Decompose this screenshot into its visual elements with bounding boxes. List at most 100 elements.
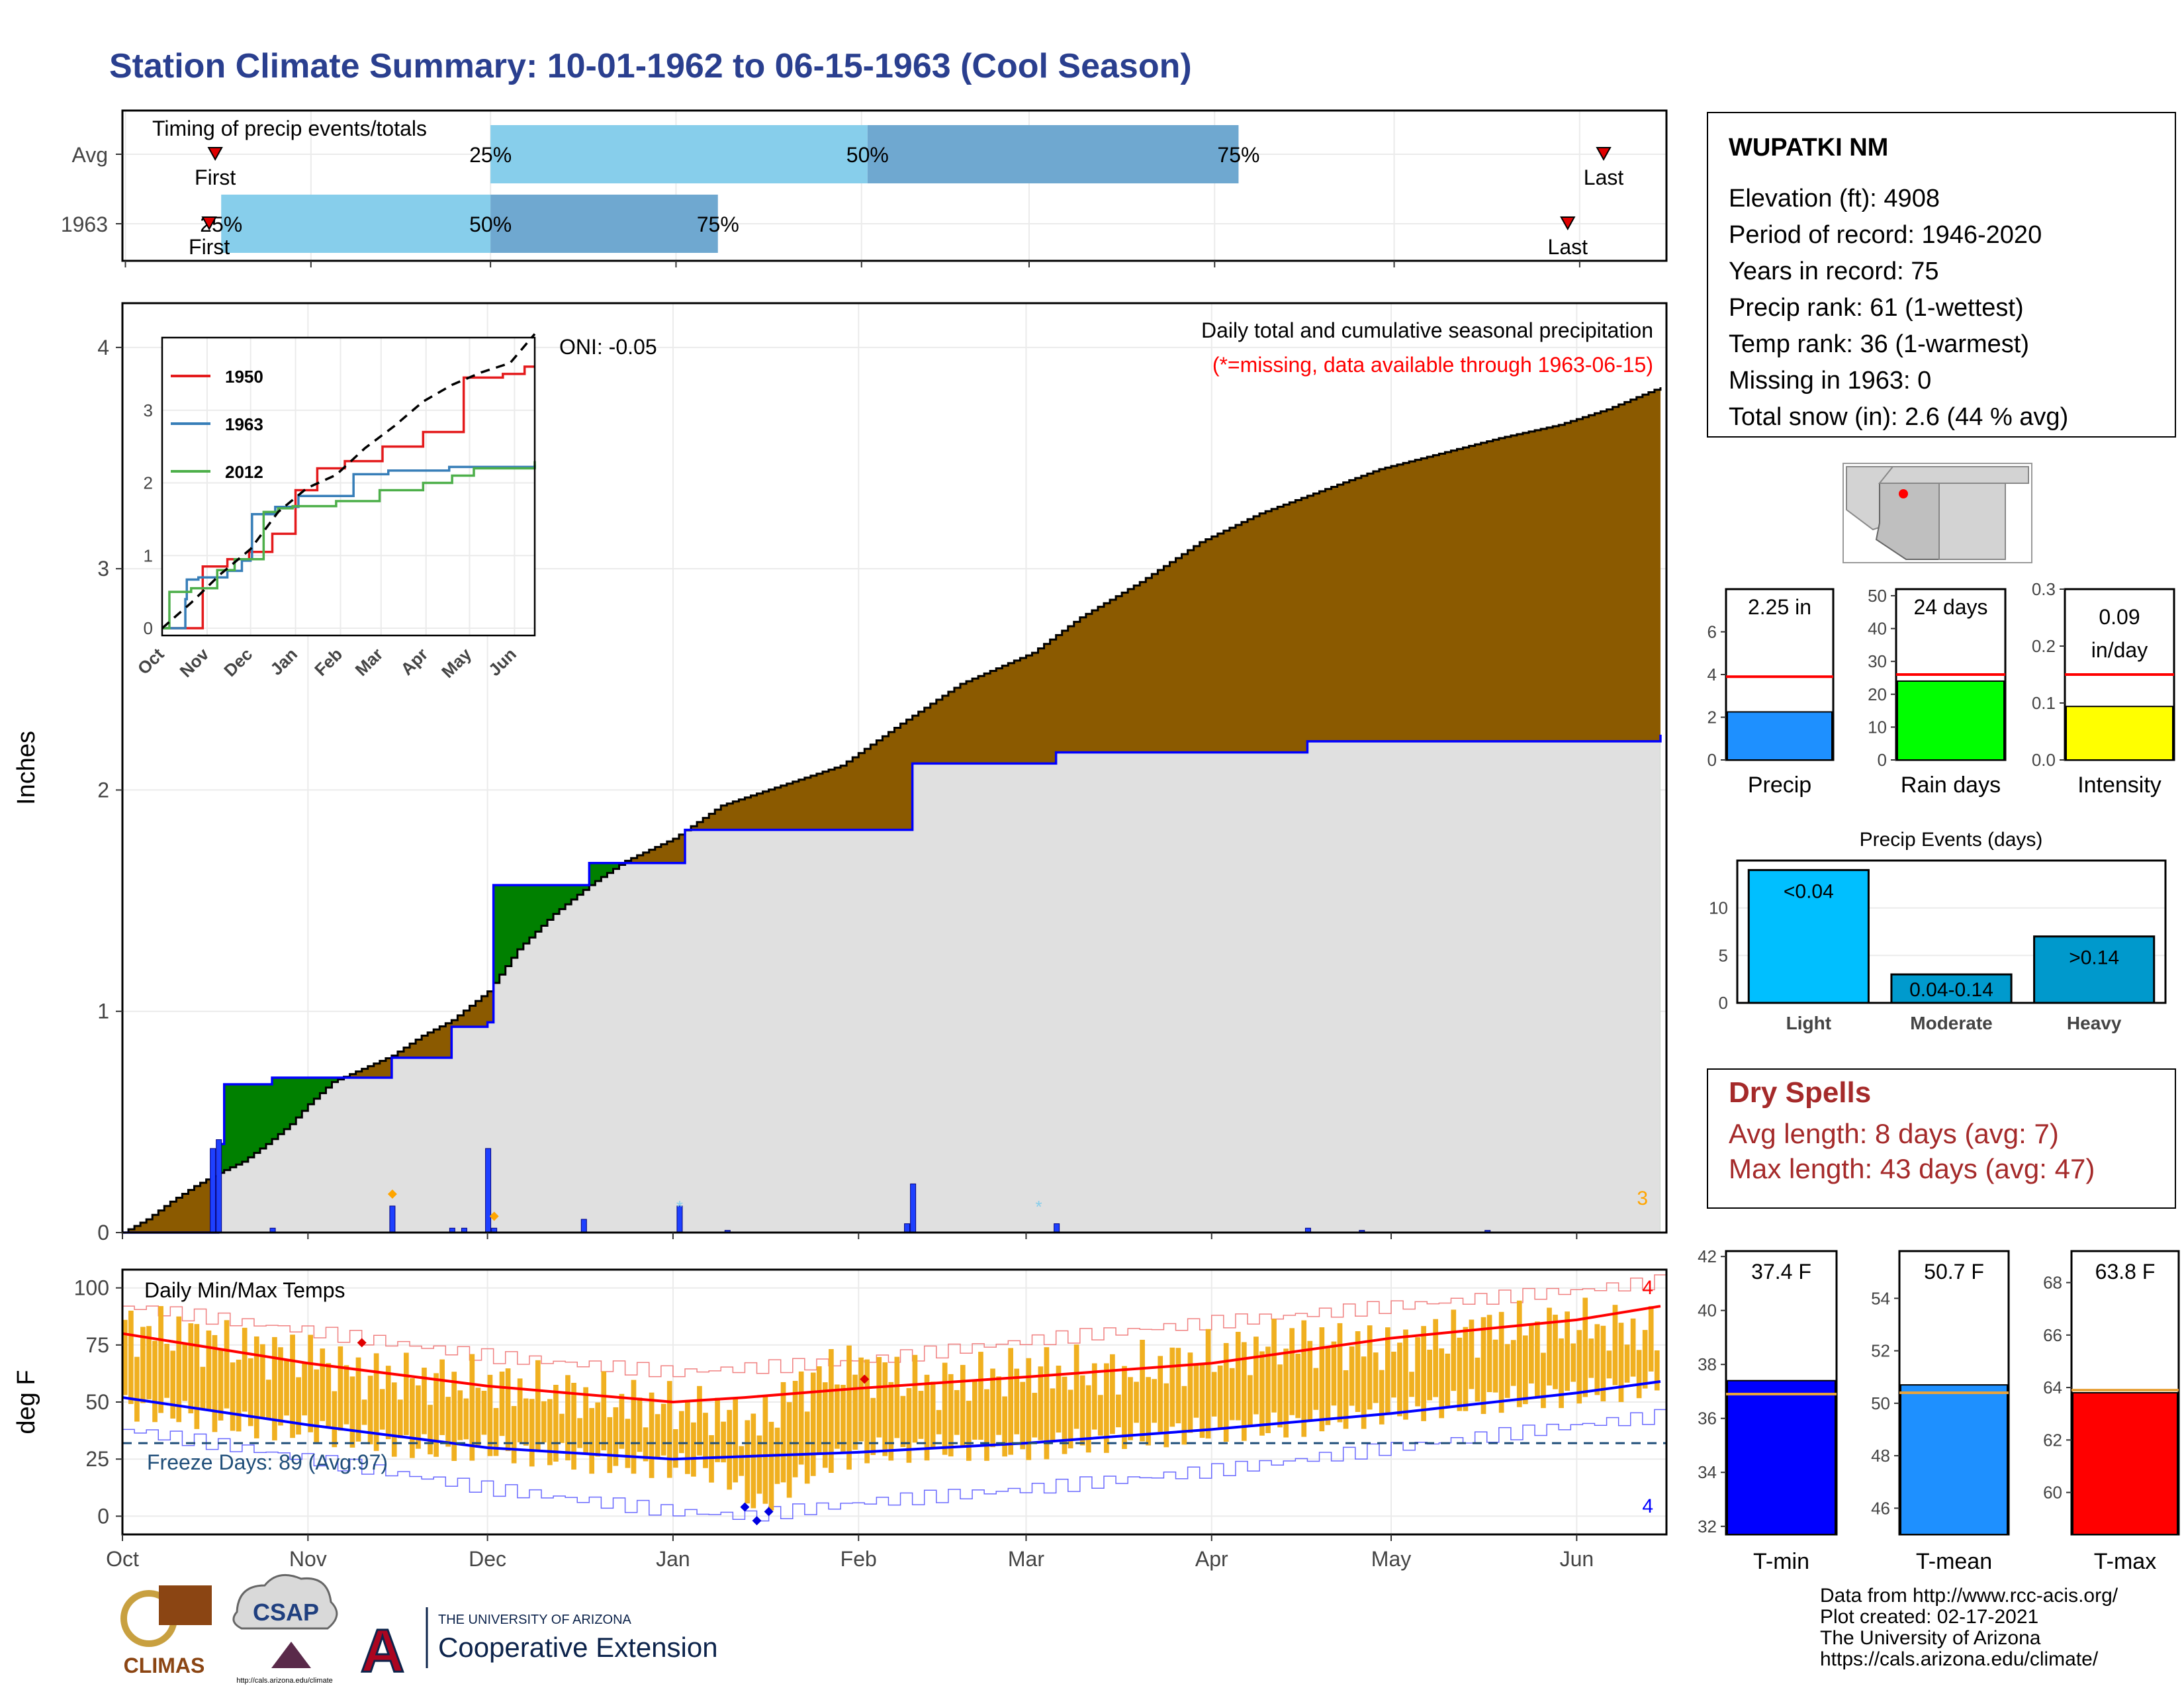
temp-daily-bar (367, 1376, 373, 1444)
temp-daily-bar (200, 1366, 206, 1410)
temp-daily-bar (691, 1422, 696, 1477)
temp-daily-bar (1559, 1338, 1564, 1409)
temp-daily-bar (296, 1377, 301, 1435)
temp-daily-bar (314, 1369, 320, 1442)
logos: CLIMAS CSAP http://cals.arizona.edu/climat… (120, 1573, 718, 1686)
events-title: Precip Events (days) (1860, 829, 2043, 851)
events-bar (1747, 868, 1870, 1004)
temp-title: Daily Min/Max Temps (144, 1278, 345, 1302)
temp-summary-value: 37.4 F (1751, 1260, 1811, 1284)
temp-daily-bar (1475, 1357, 1480, 1402)
temp-daily-bar (1469, 1319, 1475, 1389)
station-name: WUPATKI NM (1729, 134, 1888, 162)
temp-daily-bar (978, 1352, 983, 1440)
timing-bar-25-50 (221, 195, 491, 253)
temp-summary-ytick-label: 32 (1698, 1517, 1717, 1536)
temp-daily-bar (804, 1411, 810, 1484)
temp-daily-bar (864, 1359, 870, 1464)
temp-daily-bar (1044, 1347, 1050, 1460)
precip-daily-bar (389, 1205, 396, 1233)
temp-daily-bar (1211, 1372, 1217, 1417)
temp-daily-bar (332, 1391, 338, 1448)
temp-daily-bar (391, 1382, 397, 1457)
precip-daily-bar (904, 1223, 911, 1233)
temp-daily-bar (559, 1413, 565, 1443)
temp-daily-bar (487, 1374, 493, 1456)
precip-record-diamond (489, 1211, 499, 1221)
temp-daily-bar (1146, 1377, 1151, 1446)
temp-daily-bar (697, 1385, 702, 1456)
precip-ytick-label: 2 (97, 778, 109, 802)
temp-daily-bar (1235, 1331, 1241, 1421)
temp-daily-bar (1158, 1356, 1163, 1432)
ua-logo-letter: A (361, 1617, 404, 1685)
temp-daily-bar (481, 1391, 487, 1435)
temp-daily-bar (666, 1381, 672, 1478)
temp-summary-ytick-label: 60 (2043, 1483, 2062, 1503)
temp-daily-bar (739, 1446, 745, 1476)
precip-panel-border (121, 302, 1668, 1234)
temp-daily-bar (846, 1345, 852, 1470)
temp-daily-bar (152, 1340, 158, 1423)
temp-ytick-label: 75 (85, 1333, 109, 1357)
temp-daily-bar (984, 1389, 989, 1461)
temp-corner-top: 4 (1642, 1277, 1653, 1299)
temp-daily-bar (930, 1382, 936, 1450)
temp-daily-bar (751, 1413, 756, 1509)
map-station-dot (1899, 489, 1908, 498)
timing-pct-label: 75% (1217, 143, 1259, 167)
temp-daily-bar (745, 1420, 751, 1504)
temp-daily-bar (852, 1374, 858, 1450)
temp-daily-bar (858, 1357, 864, 1442)
temp-xtick-label: Mar (1008, 1547, 1044, 1571)
temp-xtick-label: Oct (106, 1547, 139, 1571)
ua-logo-small-text: THE UNIVERSITY OF ARIZONA (438, 1613, 632, 1627)
temp-daily-bar (1397, 1342, 1402, 1417)
temp-daily-bar (798, 1371, 804, 1465)
temp-summary-ytick-label: 52 (1871, 1341, 1890, 1361)
precip-ytick-label: 4 (97, 336, 109, 359)
temp-daily-bar (1427, 1349, 1432, 1401)
temp-daily-bar (1289, 1328, 1295, 1415)
station-info-line: Precip rank: 61 (1-wettest) (1729, 294, 2024, 322)
temp-daily-bar (1516, 1300, 1522, 1407)
footer-line: The University of Arizona (1820, 1627, 2041, 1649)
temp-daily-bar (649, 1392, 655, 1478)
temp-daily-bar (385, 1366, 391, 1440)
temp-daily-bar (996, 1376, 1001, 1435)
temp-summary-ytick-label: 48 (1871, 1446, 1890, 1466)
inset-bg (162, 338, 535, 635)
precip-oni: ONI: -0.05 (559, 335, 657, 359)
temp-daily-bar (355, 1357, 361, 1442)
temp-daily-bar (404, 1352, 409, 1435)
precip-avg-line (122, 387, 1662, 1234)
timing-pct-label: 75% (697, 212, 739, 236)
footer-line: Plot created: 02-17-2021 (1820, 1606, 2038, 1628)
temp-daily-bar (236, 1359, 242, 1432)
season-value-bar (1897, 680, 2005, 761)
temp-daily-bar (272, 1336, 277, 1440)
temp-daily-bar (942, 1362, 948, 1455)
temp-daily-bar (1439, 1348, 1445, 1419)
timing-row-label: 1963 (61, 212, 108, 236)
temp-daily-bar (1241, 1342, 1247, 1441)
season-value-bar (2066, 706, 2173, 761)
timing-bar-25-50 (490, 125, 868, 183)
season-ytick-label: 40 (1868, 619, 1887, 639)
timing-last-label: Last (1548, 235, 1588, 259)
map-state-new-mexico (1938, 483, 2006, 560)
temp-summary-ytick-label: 36 (1698, 1409, 1717, 1429)
temp-daily-bar (397, 1399, 403, 1438)
temp-daily-bar (1128, 1377, 1133, 1440)
season-bar-rain-days: 24 days 0 10 20 30 40 50 Rain days (1868, 586, 2007, 798)
temp-daily-bar (188, 1323, 194, 1414)
timing-first-label: First (189, 235, 230, 259)
temp-avg-min (122, 1380, 1661, 1461)
temp-summary-ytick-label: 68 (2043, 1273, 2062, 1293)
temp-daily-bar (547, 1399, 553, 1466)
temp-daily-bar (433, 1373, 439, 1457)
temp-daily-bar (672, 1429, 678, 1468)
timing-pct-label: 50% (469, 212, 512, 236)
temp-summary-bar (1727, 1380, 1836, 1536)
temp-daily-bar (1421, 1326, 1426, 1421)
